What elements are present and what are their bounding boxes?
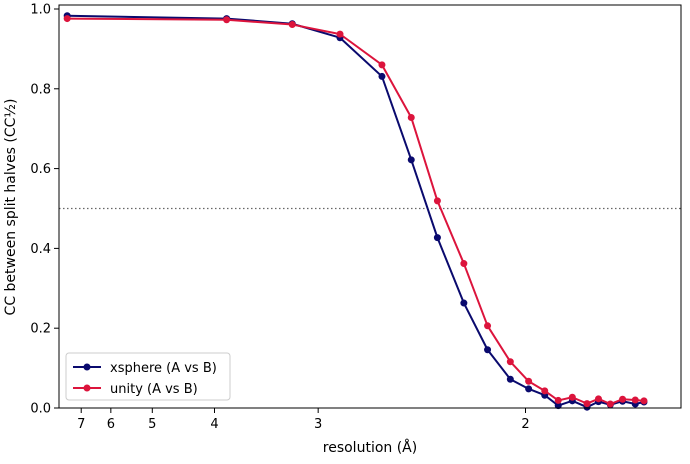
y-tick-label-0.0: 0.0 [30, 402, 51, 417]
y-tick-label-0.4: 0.4 [30, 242, 51, 257]
data-point-unity-17 [619, 395, 627, 403]
y-tick-label-1.0: 1.0 [30, 2, 51, 17]
legend: xsphere (A vs B) unity (A vs B) [65, 352, 231, 401]
series-line-xsphere [67, 14, 645, 409]
data-point-unity-6 [433, 197, 441, 205]
x-axis-label: resolution (Å) [323, 439, 417, 456]
plot-frame [58, 4, 682, 409]
x-tick-label-6: 6 [107, 417, 115, 432]
plot-area [59, 12, 681, 411]
x-axis: 7 6 5 4 3 2 [77, 408, 530, 432]
y-axis: 0.0 0.2 0.4 0.6 0.8 1.0 [30, 2, 59, 417]
series-line-unity [67, 17, 645, 406]
data-point-xsphere-12 [554, 402, 562, 410]
legend-label-unity: unity (A vs B) [110, 382, 198, 397]
data-point-xsphere-8 [484, 346, 492, 354]
data-point-xsphere-4 [378, 72, 386, 80]
data-point-xsphere-6 [433, 234, 441, 242]
y-tick-label-0.8: 0.8 [30, 82, 51, 97]
x-tick-label-7: 7 [77, 417, 85, 432]
data-point-unity-11 [541, 387, 549, 395]
legend-marker-xsphere [83, 363, 91, 371]
x-tick-label-3: 3 [314, 417, 322, 432]
data-point-unity-15 [594, 395, 602, 403]
legend-box [65, 352, 231, 401]
data-point-unity-14 [583, 400, 591, 408]
data-point-xsphere-9 [506, 375, 514, 383]
data-point-unity-10 [525, 377, 533, 385]
data-point-unity-16 [606, 400, 614, 408]
x-tick-label-2: 2 [521, 417, 529, 432]
data-point-xsphere-10 [525, 385, 533, 393]
data-point-unity-5 [407, 114, 415, 122]
data-point-unity-12 [554, 396, 562, 404]
data-point-unity-19 [640, 397, 648, 405]
data-point-unity-8 [484, 322, 492, 330]
data-point-unity-9 [506, 358, 514, 366]
x-tick-label-5: 5 [148, 417, 156, 432]
data-point-unity-2 [288, 21, 296, 29]
data-point-xsphere-7 [460, 299, 468, 307]
data-point-unity-13 [568, 393, 576, 401]
data-point-unity-4 [378, 61, 386, 69]
legend-marker-unity [83, 384, 91, 392]
data-point-unity-0 [63, 15, 71, 23]
data-point-unity-1 [223, 16, 231, 24]
data-point-unity-18 [631, 396, 639, 404]
y-tick-label-0.6: 0.6 [30, 162, 51, 177]
y-tick-label-0.2: 0.2 [30, 322, 51, 337]
legend-label-xsphere: xsphere (A vs B) [110, 361, 217, 376]
y-axis-label: CC between split halves (CC½) [3, 99, 19, 316]
data-point-unity-7 [460, 260, 468, 268]
data-point-xsphere-5 [407, 156, 415, 164]
x-tick-label-4: 4 [210, 417, 218, 432]
data-point-unity-3 [336, 30, 344, 38]
